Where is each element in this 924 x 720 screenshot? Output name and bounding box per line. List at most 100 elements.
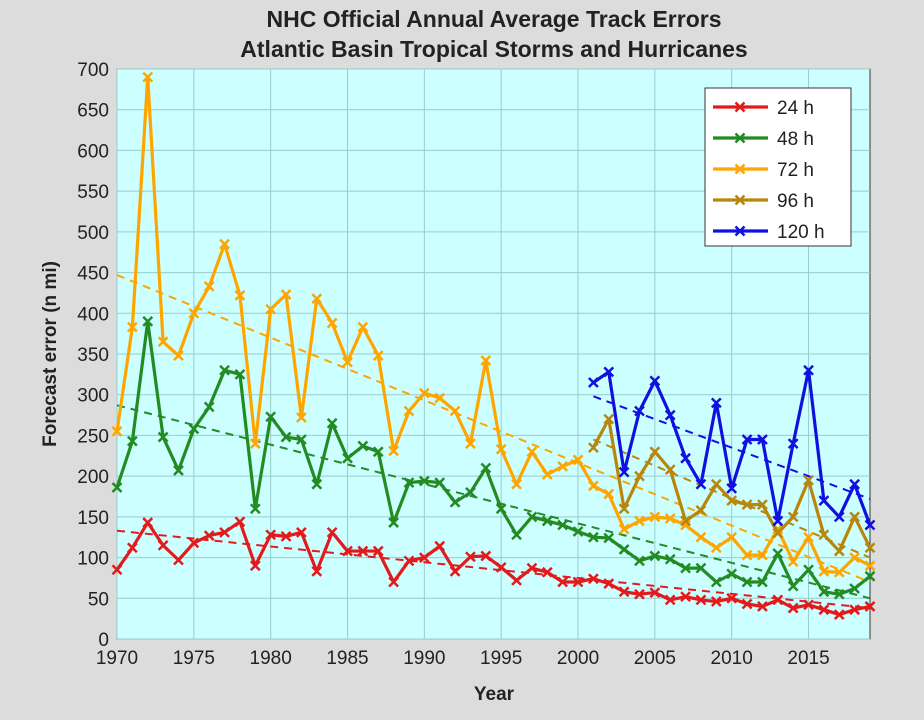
data-point-marker — [326, 317, 338, 329]
data-point-marker — [541, 469, 553, 480]
data-point-marker — [603, 532, 615, 544]
data-point-marker — [495, 503, 507, 515]
data-point-marker — [603, 413, 615, 425]
data-point-marker — [695, 594, 707, 606]
data-point-marker — [787, 580, 799, 592]
data-point-marker — [734, 101, 746, 113]
data-point-marker — [833, 511, 845, 523]
x-tick-label: 1980 — [250, 648, 292, 669]
data-point-marker — [787, 511, 799, 523]
data-point-marker — [173, 465, 184, 476]
data-point-marker — [326, 417, 338, 429]
data-point-marker — [142, 71, 154, 83]
data-point-marker — [142, 517, 154, 528]
data-point-marker — [357, 545, 369, 557]
data-point-marker — [726, 482, 738, 494]
x-tick-label: 1985 — [326, 648, 368, 669]
series-24h — [111, 516, 876, 620]
data-point-marker — [511, 574, 522, 586]
y-tick-label: 200 — [77, 467, 109, 488]
data-point-marker — [357, 321, 369, 333]
data-point-marker — [741, 576, 753, 588]
data-point-marker — [342, 356, 353, 368]
data-point-marker — [734, 194, 746, 206]
data-point-marker — [449, 405, 461, 417]
data-point-marker — [418, 552, 430, 563]
data-point-marker — [787, 438, 799, 449]
data-point-marker — [249, 503, 261, 515]
data-point-marker — [449, 496, 461, 508]
data-point-marker — [465, 487, 476, 498]
data-point-marker — [864, 542, 876, 554]
data-point-marker — [726, 495, 738, 506]
y-tick-label: 150 — [77, 508, 109, 529]
data-point-marker — [526, 511, 538, 523]
data-point-marker — [710, 478, 722, 490]
data-point-marker — [695, 531, 707, 543]
y-tick-label: 400 — [77, 304, 109, 325]
series-72h — [111, 71, 876, 578]
data-point-marker — [388, 517, 399, 528]
data-point-marker — [342, 452, 353, 464]
data-point-marker — [326, 526, 338, 538]
data-point-marker — [280, 289, 292, 300]
data-point-marker — [188, 307, 200, 319]
data-point-marker — [249, 438, 261, 449]
data-point-marker — [803, 531, 814, 543]
data-point-marker — [680, 519, 691, 531]
data-point-marker — [588, 531, 599, 543]
y-tick-label: 450 — [77, 264, 109, 285]
data-point-marker — [234, 368, 246, 380]
data-point-marker — [126, 321, 138, 333]
data-point-marker — [357, 440, 369, 452]
legend: 24 h 48 h 72 h 96 h 120 h — [704, 87, 852, 247]
trend-line-24h — [116, 529, 871, 610]
y-tick-label: 50 — [88, 589, 109, 610]
y-axis-label: Forecast error (n mi) — [40, 261, 61, 447]
data-point-marker — [864, 560, 876, 572]
trend-line-72h — [116, 274, 871, 583]
data-point-marker — [741, 434, 753, 445]
data-point-marker — [188, 537, 200, 549]
data-point-marker — [741, 499, 753, 511]
data-point-marker — [557, 519, 569, 531]
data-point-marker — [280, 531, 292, 542]
data-point-marker — [787, 556, 799, 568]
data-point-marker — [296, 412, 307, 423]
data-point-marker — [126, 542, 138, 554]
data-point-marker — [265, 303, 277, 315]
series-48h — [111, 316, 876, 600]
data-point-marker — [234, 289, 246, 301]
data-point-marker — [649, 511, 661, 523]
y-tick-label: 550 — [77, 182, 109, 203]
data-point-marker — [849, 552, 861, 563]
data-point-marker — [757, 434, 768, 445]
y-tick-label: 250 — [77, 426, 109, 447]
data-point-marker — [664, 464, 676, 476]
data-point-marker — [142, 316, 154, 327]
y-tick-label: 0 — [98, 630, 109, 651]
data-point-marker — [757, 601, 768, 612]
data-point-marker — [618, 586, 630, 598]
data-point-marker — [664, 553, 676, 565]
data-point-marker — [664, 409, 676, 421]
data-point-marker — [649, 587, 661, 598]
data-point-marker — [864, 519, 876, 531]
data-point-marker — [511, 529, 522, 541]
data-point-marker — [588, 377, 599, 388]
legend-label: 24 h — [777, 98, 814, 119]
legend-label: 96 h — [777, 191, 814, 212]
x-tick-label: 2000 — [557, 648, 599, 669]
data-point-marker — [772, 527, 784, 539]
data-point-marker — [864, 570, 876, 582]
data-point-marker — [157, 336, 169, 348]
data-point-marker — [833, 545, 845, 557]
series-120h — [588, 364, 876, 531]
data-point-marker — [695, 562, 707, 574]
y-tick-label: 700 — [77, 60, 109, 81]
data-point-marker — [588, 573, 599, 585]
data-point-marker — [772, 594, 784, 606]
data-point-marker — [173, 350, 184, 362]
data-point-marker — [219, 238, 230, 250]
